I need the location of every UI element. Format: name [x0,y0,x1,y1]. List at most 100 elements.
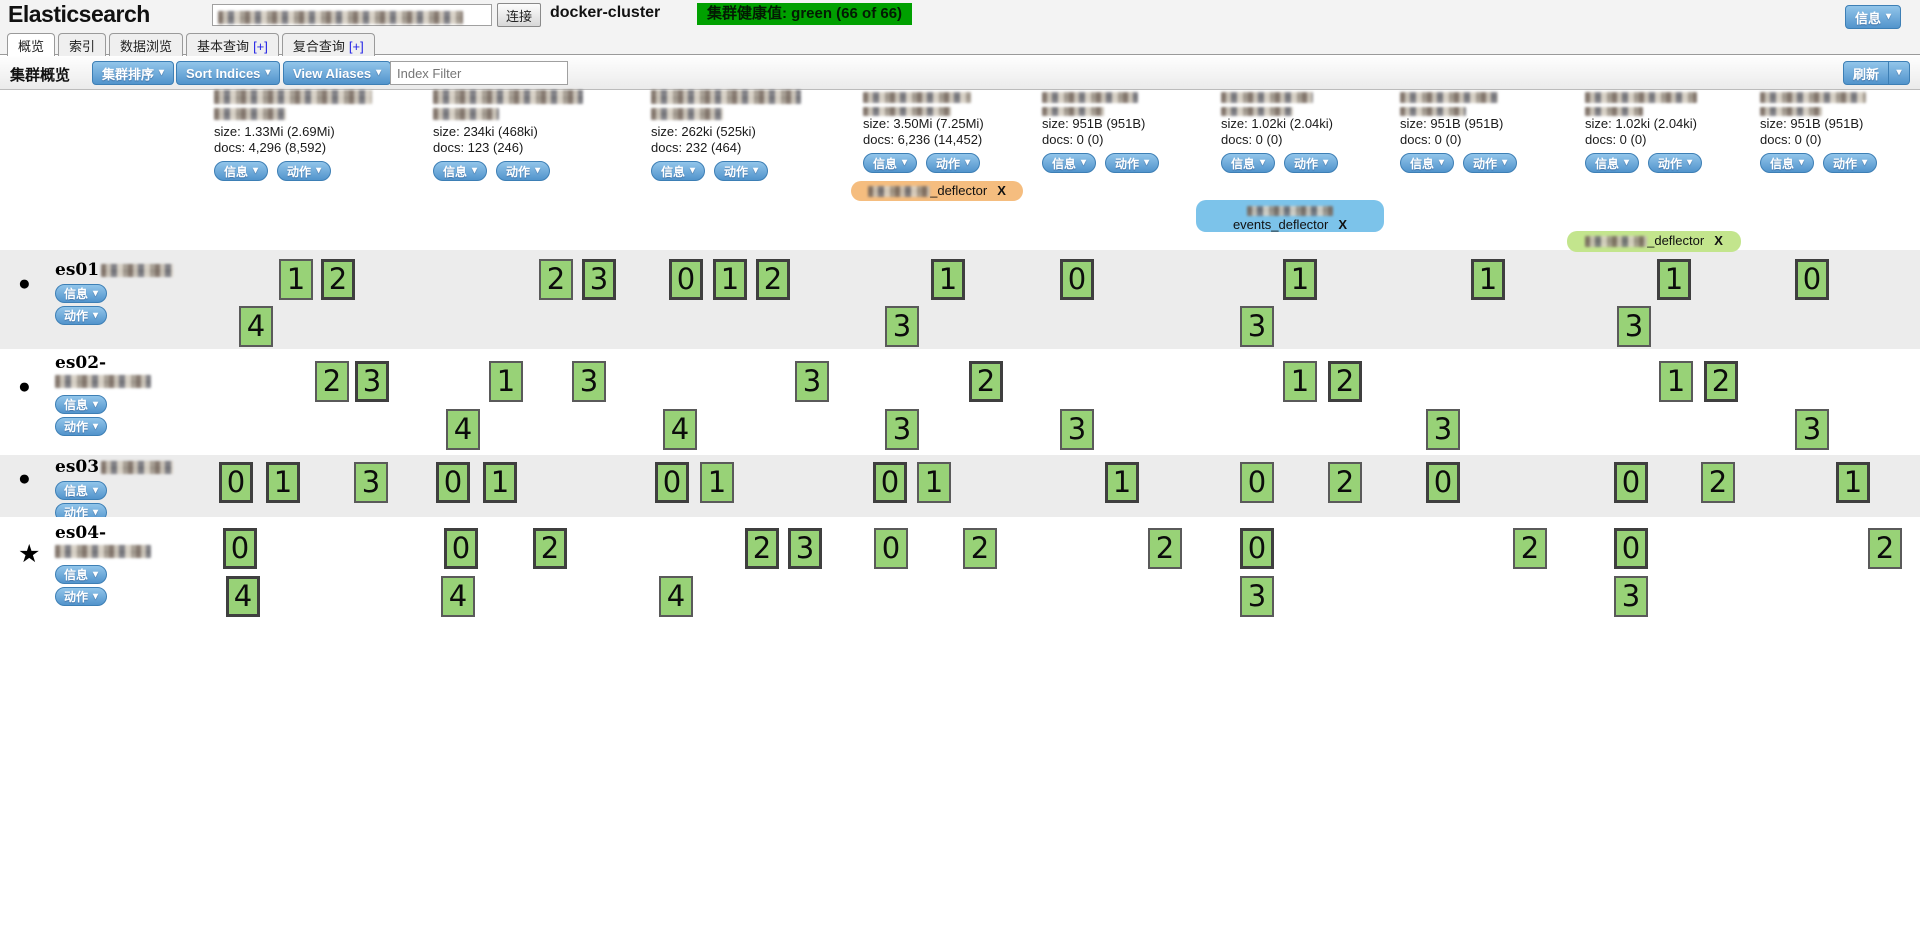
node-info-button[interactable]: 信息 ▾ [55,395,108,414]
shard-box[interactable]: 3 [1240,306,1274,347]
index-action-button[interactable]: 动作 ▾ [1463,153,1518,173]
shard-box[interactable]: 3 [355,361,389,402]
shard-box[interactable]: 0 [873,462,907,503]
index-action-button[interactable]: 动作 ▾ [496,161,551,181]
index-info-button[interactable]: 信息 ▾ [1042,153,1097,173]
shard-box[interactable]: 1 [1471,259,1505,300]
shard-box[interactable]: 3 [1614,576,1648,617]
index-action-button[interactable]: 动作 ▾ [1648,153,1703,173]
shard-box[interactable]: 1 [1657,259,1691,300]
shard-box[interactable]: 3 [582,259,616,300]
shard-box[interactable]: 3 [885,306,919,347]
index-info-button[interactable]: 信息 ▾ [214,161,269,181]
index-info-button[interactable]: 信息 ▾ [1585,153,1640,173]
shard-box[interactable]: 4 [441,576,475,617]
shard-box[interactable]: 2 [533,528,567,569]
shard-box[interactable]: 4 [239,306,273,347]
info-dropdown-button[interactable]: 信息 ▾ [1845,5,1902,29]
shard-box[interactable]: 1 [1105,462,1139,503]
refresh-button[interactable]: 刷新 [1843,61,1890,85]
refresh-dropdown-button[interactable]: ▾ [1888,61,1910,85]
index-action-button[interactable]: 动作 ▾ [1105,153,1160,173]
shard-box[interactable]: 1 [483,462,517,503]
shard-box[interactable]: 1 [713,259,747,300]
shard-box[interactable]: 2 [315,361,349,402]
shard-box[interactable]: 1 [1836,462,1870,503]
shard-box[interactable]: 2 [1328,361,1362,402]
shard-box[interactable]: 3 [1240,576,1274,617]
tab-复合查询[interactable]: 复合查询 [+] [281,33,375,58]
shard-box[interactable]: 3 [1795,409,1829,450]
shard-box[interactable]: 2 [539,259,573,300]
tab-索引[interactable]: 索引 [58,33,107,58]
shard-box[interactable]: 2 [969,361,1003,402]
shard-box[interactable]: 4 [663,409,697,450]
shard-box[interactable]: 3 [1060,409,1094,450]
shard-box[interactable]: 2 [1868,528,1902,569]
node-info-button[interactable]: 信息 ▾ [55,284,108,303]
node-action-button[interactable]: 动作 ▾ [55,417,108,436]
shard-box[interactable]: 3 [1617,306,1651,347]
node-action-button[interactable]: 动作 ▾ [55,306,108,325]
view-aliases-button[interactable]: View Aliases ▾ [283,61,392,85]
shard-box[interactable]: 1 [700,462,734,503]
shard-box[interactable]: 0 [219,462,253,503]
shard-box[interactable]: 1 [917,462,951,503]
index-info-button[interactable]: 信息 ▾ [1221,153,1276,173]
shard-box[interactable]: 0 [1795,259,1829,300]
tab-数据浏览[interactable]: 数据浏览 [109,33,184,58]
shard-box[interactable]: 2 [321,259,355,300]
shard-box[interactable]: 2 [1704,361,1738,402]
shard-box[interactable]: 2 [1701,462,1735,503]
shard-box[interactable]: 0 [1614,462,1648,503]
shard-box[interactable]: 0 [874,528,908,569]
connection-url-input[interactable] [212,4,492,26]
index-filter-input[interactable] [390,61,568,85]
alias-tag-_deflector[interactable]: _deflector X [851,181,1023,201]
index-action-button[interactable]: 动作 ▾ [926,153,981,173]
connect-button[interactable]: 连接 [497,3,542,27]
shard-box[interactable]: 3 [885,409,919,450]
shard-box[interactable]: 0 [223,528,257,569]
tab-概览[interactable]: 概览 [7,33,56,59]
index-info-button[interactable]: 信息 ▾ [433,161,488,181]
shard-box[interactable]: 2 [963,528,997,569]
shard-box[interactable]: 4 [446,409,480,450]
alias-tag-events_deflector[interactable]: events_deflector X [1196,200,1384,232]
shard-box[interactable]: 0 [1426,462,1460,503]
shard-box[interactable]: 2 [756,259,790,300]
shard-box[interactable]: 1 [279,259,313,300]
shard-box[interactable]: 3 [1426,409,1460,450]
index-action-button[interactable]: 动作 ▾ [1284,153,1339,173]
shard-box[interactable]: 2 [1148,528,1182,569]
shard-box[interactable]: 1 [1283,259,1317,300]
shard-box[interactable]: 0 [655,462,689,503]
shard-box[interactable]: 0 [669,259,703,300]
shard-box[interactable]: 1 [1659,361,1693,402]
shard-box[interactable]: 3 [572,361,606,402]
index-info-button[interactable]: 信息 ▾ [1400,153,1455,173]
shard-box[interactable]: 3 [788,528,822,569]
shard-box[interactable]: 1 [931,259,965,300]
shard-box[interactable]: 2 [745,528,779,569]
index-info-button[interactable]: 信息 ▾ [1760,153,1815,173]
sort-cluster-button[interactable]: 集群排序 ▾ [92,61,175,85]
index-info-button[interactable]: 信息 ▾ [651,161,706,181]
shard-box[interactable]: 3 [354,462,388,503]
shard-box[interactable]: 3 [795,361,829,402]
shard-box[interactable]: 0 [436,462,470,503]
shard-box[interactable]: 1 [489,361,523,402]
sort-indices-button[interactable]: Sort Indices ▾ [176,61,281,85]
alias-remove-button[interactable]: X [1714,233,1723,248]
alias-remove-button[interactable]: X [997,183,1006,198]
shard-box[interactable]: 1 [1283,361,1317,402]
index-action-button[interactable]: 动作 ▾ [714,161,769,181]
shard-box[interactable]: 0 [1614,528,1648,569]
index-action-button[interactable]: 动作 ▾ [277,161,332,181]
alias-remove-button[interactable]: X [1338,217,1348,232]
shard-box[interactable]: 2 [1513,528,1547,569]
shard-box[interactable]: 4 [659,576,693,617]
shard-box[interactable]: 0 [444,528,478,569]
shard-box[interactable]: 0 [1240,528,1274,569]
index-action-button[interactable]: 动作 ▾ [1823,153,1878,173]
